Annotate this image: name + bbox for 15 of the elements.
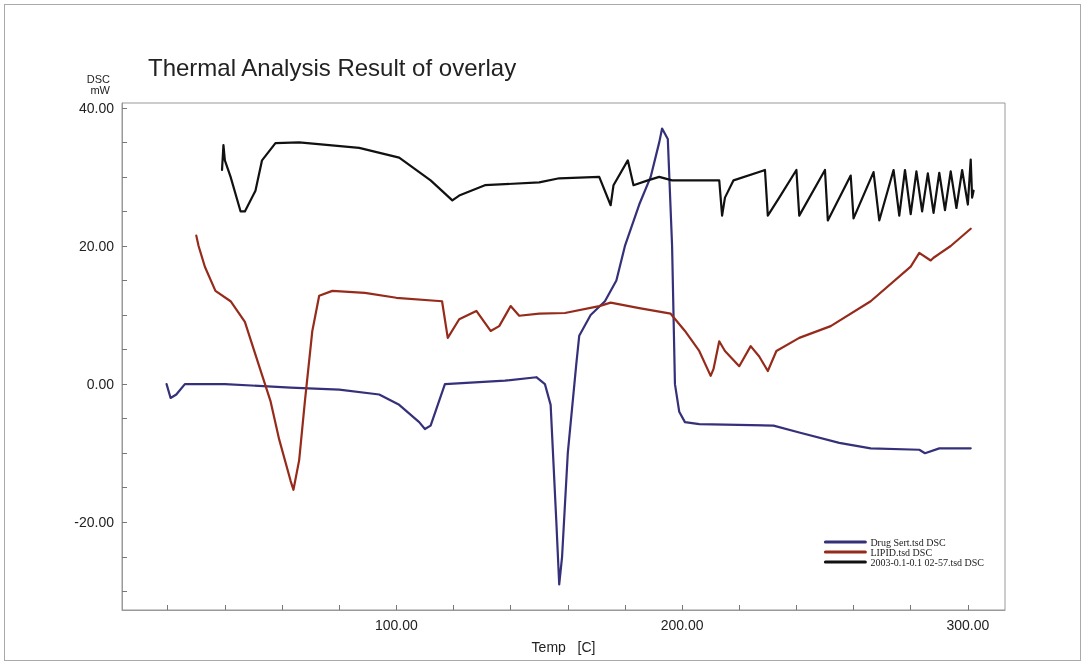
- y-tick-label: 0.00: [86, 376, 115, 393]
- legend-label: 2003-0.1-0.1 02-57.tsd DSC: [870, 556, 985, 568]
- x-tick-label: 300.00: [946, 617, 990, 633]
- y-axis-title: DSC mW: [86, 72, 111, 96]
- x-tick-label: 100.00: [374, 617, 418, 633]
- legend-label: Drug Sert.tsd DSC: [870, 536, 946, 548]
- y-tick-label: 20.00: [78, 237, 115, 254]
- y-tick-label: -20.00: [74, 514, 115, 531]
- chart-title: Thermal Analysis Result of overlay: [148, 53, 517, 81]
- legend-label: LIPID.tsd DSC: [870, 546, 933, 558]
- y-tick-label: 40.00: [78, 99, 115, 116]
- x-tick-label: 200.00: [660, 617, 704, 633]
- x-axis-title: Temp [C]: [531, 639, 596, 655]
- line-series: [195, 227, 972, 491]
- line-series: [220, 141, 975, 222]
